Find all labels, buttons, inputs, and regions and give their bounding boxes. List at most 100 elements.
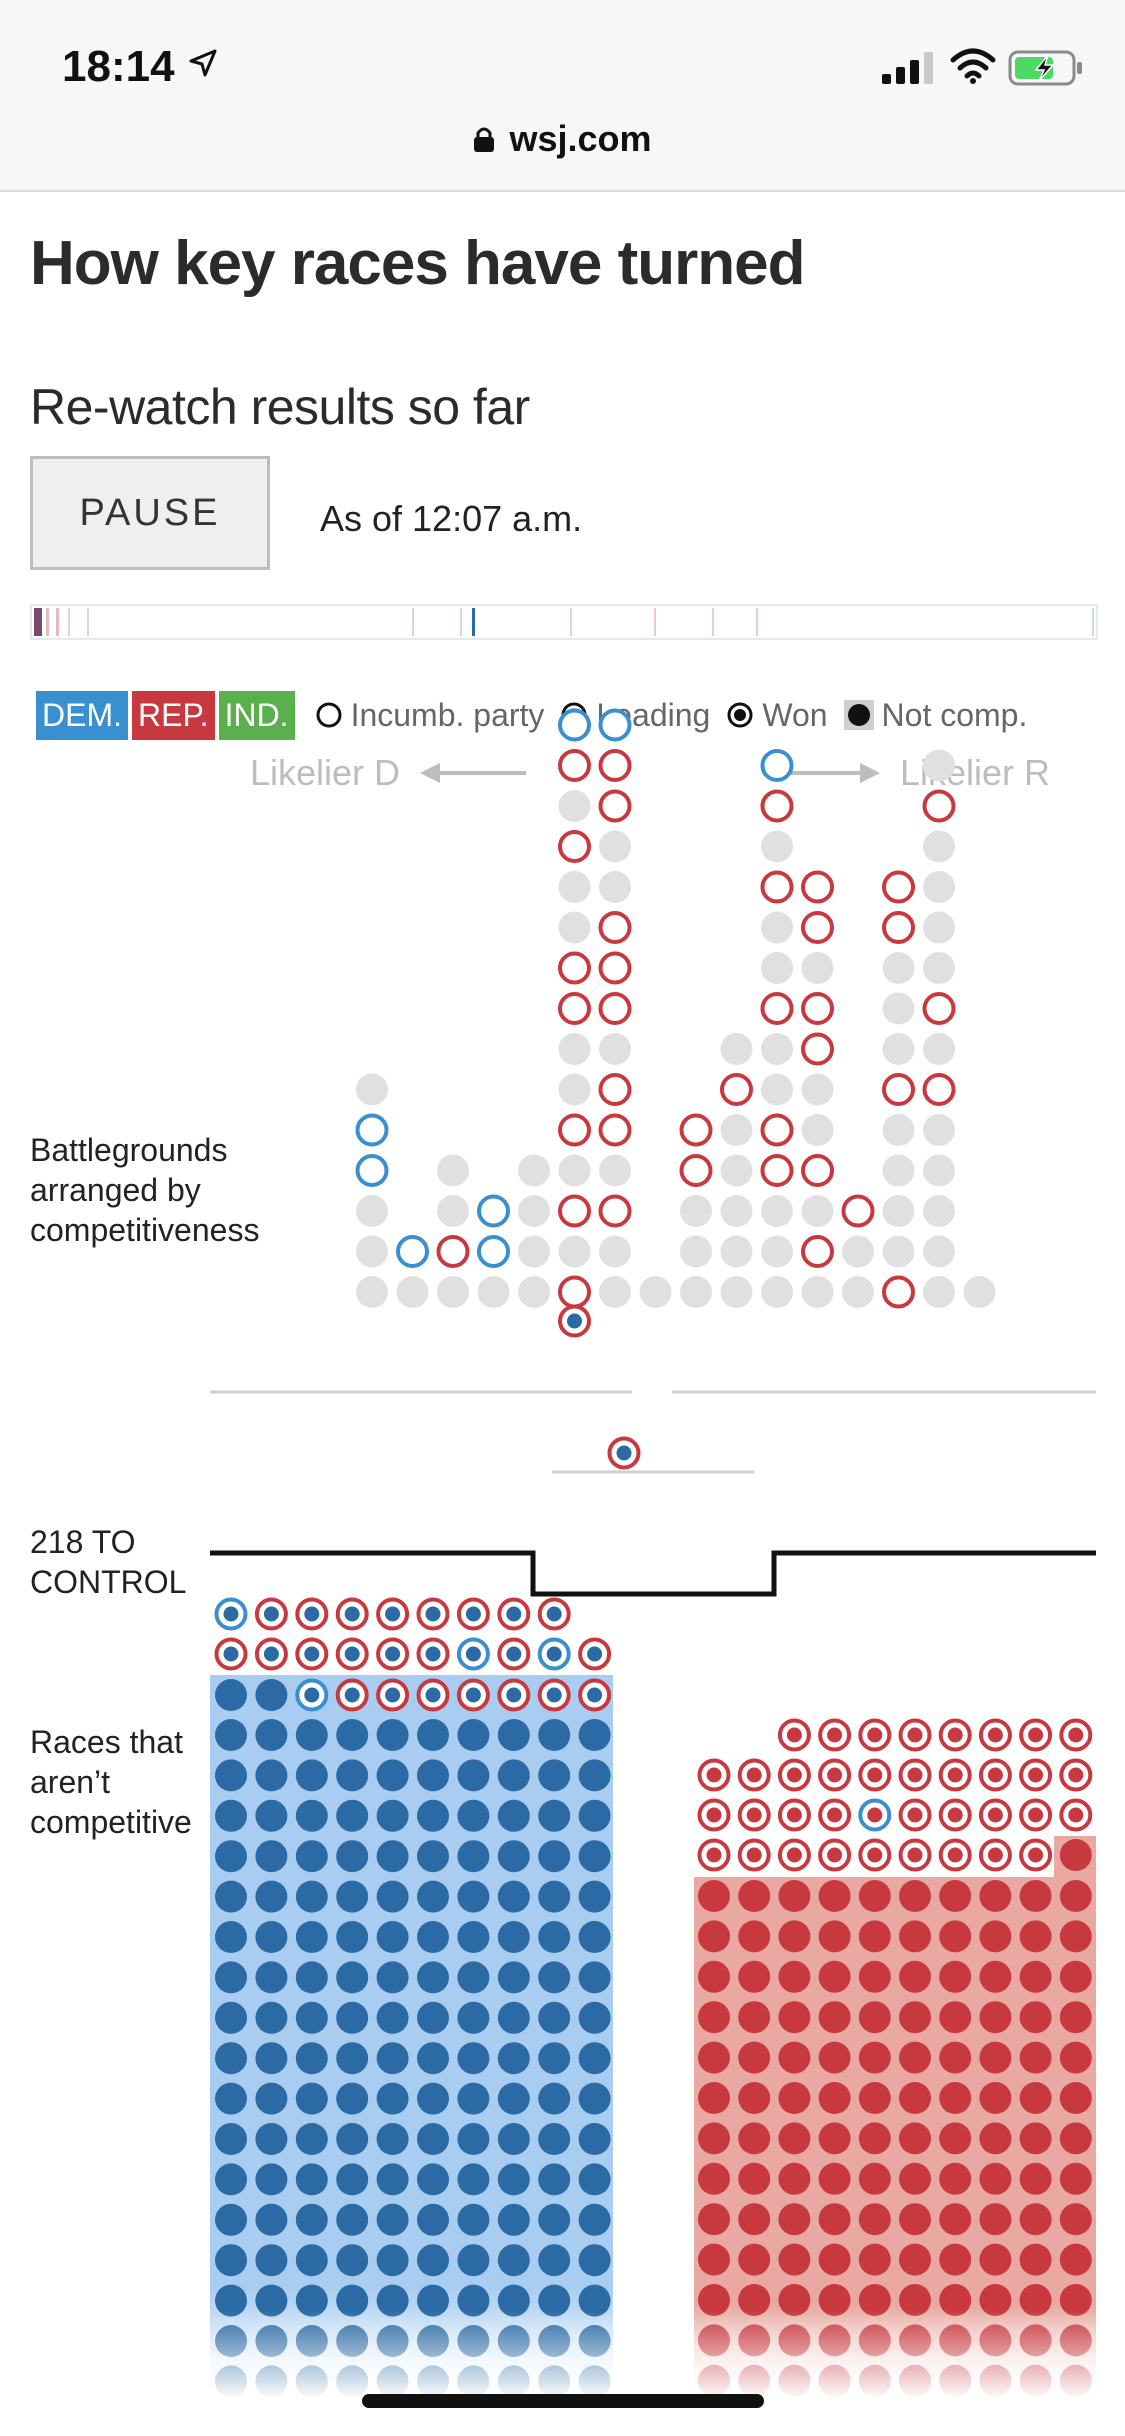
race-dot [818, 2162, 851, 2195]
race-dot [720, 1235, 753, 1268]
race-dot [578, 1799, 611, 1832]
race-dot [882, 952, 915, 984]
race-dot [417, 2001, 449, 2034]
race-dot [558, 951, 591, 985]
race-dot [255, 1719, 288, 1751]
race-dot [939, 2203, 972, 2236]
control-threshold-label: 218 TO CONTROL [30, 1524, 187, 1600]
race-dot [336, 2244, 369, 2277]
clock: 18:14 [62, 42, 175, 91]
race-dot [882, 911, 915, 944]
race-dot [858, 1920, 891, 1953]
race-dot [538, 2203, 571, 2236]
race-dot [376, 2163, 409, 2196]
results-timeline-scrubber[interactable] [30, 604, 1098, 640]
race-dot [979, 2041, 1012, 2074]
race-dot [801, 1032, 834, 1066]
race-dot [882, 1195, 915, 1227]
race-dot [437, 1154, 469, 1187]
race-dot [518, 1154, 550, 1187]
race-dot [336, 2203, 369, 2236]
race-dot [457, 2082, 490, 2115]
race-dot [537, 1678, 571, 1712]
arrow-left-icon [420, 763, 527, 783]
race-dot [697, 1838, 731, 1872]
race-dot [578, 2284, 611, 2317]
race-dot [923, 1235, 955, 1268]
race-dot [497, 1719, 530, 1751]
race-dot [254, 1597, 288, 1631]
race-dot [1059, 2001, 1092, 2034]
race-dot [738, 2203, 771, 2236]
race-dot [497, 2203, 530, 2236]
legend-ind: IND. [218, 690, 295, 740]
url-bar[interactable]: wsj.com [0, 118, 1125, 160]
race-dot [777, 1798, 811, 1832]
race-dot [598, 1194, 632, 1228]
race-dot [538, 1961, 571, 1994]
race-dot [538, 2042, 571, 2075]
race-dot [698, 2122, 730, 2155]
race-dot [858, 2001, 891, 2034]
race-dot [255, 1840, 288, 1873]
race-dot [558, 1194, 591, 1228]
race-dot [255, 1921, 288, 1953]
race-dot [376, 2123, 409, 2155]
race-dot [858, 1880, 891, 1912]
race-dot [598, 749, 632, 782]
race-dot [336, 2123, 369, 2155]
race-dot [416, 1637, 450, 1671]
race-dot [1059, 1880, 1092, 1912]
race-dot [778, 1920, 811, 1953]
pause-button[interactable]: PAUSE [30, 456, 270, 570]
race-dot [1059, 2203, 1092, 2236]
race-dot [436, 1235, 470, 1268]
race-dot [841, 1194, 875, 1228]
race-dot [882, 1033, 915, 1065]
race-dot [923, 1195, 955, 1227]
race-dot [538, 1759, 571, 1792]
race-dot [215, 2042, 247, 2075]
race-dot [497, 2001, 530, 2034]
race-dot [842, 1276, 874, 1308]
race-dot [858, 2082, 891, 2114]
race-dot [376, 2284, 409, 2317]
race-dot [215, 1679, 247, 1711]
race-dot [356, 1073, 388, 1106]
race-dot [738, 2122, 771, 2155]
legend-won: Won [726, 697, 828, 734]
race-dot [818, 2082, 851, 2114]
race-dot [215, 2001, 247, 2034]
race-dot [518, 1235, 550, 1268]
race-dot [698, 1960, 730, 1993]
race-dot [1019, 1960, 1052, 1993]
race-dot [738, 2001, 771, 2034]
race-dot [295, 2082, 328, 2115]
race-dot [738, 2162, 771, 2195]
race-dot [295, 1637, 329, 1671]
race-dot [858, 1758, 892, 1792]
race-dot [578, 1719, 611, 1751]
race-dot [818, 1920, 851, 1953]
race-dot [335, 1678, 369, 1712]
race-dot [497, 1637, 531, 1671]
race-dot [778, 2082, 811, 2114]
race-dot [698, 1920, 730, 1953]
race-dot [295, 1597, 329, 1631]
race-dot [497, 1840, 530, 1873]
race-dot [335, 1597, 369, 1631]
race-dot [858, 2203, 891, 2236]
race-dot [457, 1719, 490, 1751]
race-dot [899, 2162, 931, 2195]
race-dot [858, 1718, 892, 1752]
race-dot [376, 2244, 409, 2277]
timeline-ticks [34, 608, 1094, 636]
race-dot [255, 2082, 288, 2115]
race-dot [376, 2042, 409, 2075]
race-dot [899, 2203, 931, 2236]
race-dot [417, 1961, 449, 1994]
race-dot [497, 1678, 531, 1712]
home-indicator[interactable] [362, 2394, 764, 2408]
race-dot [376, 1921, 409, 1953]
race-dot [698, 2001, 730, 2034]
